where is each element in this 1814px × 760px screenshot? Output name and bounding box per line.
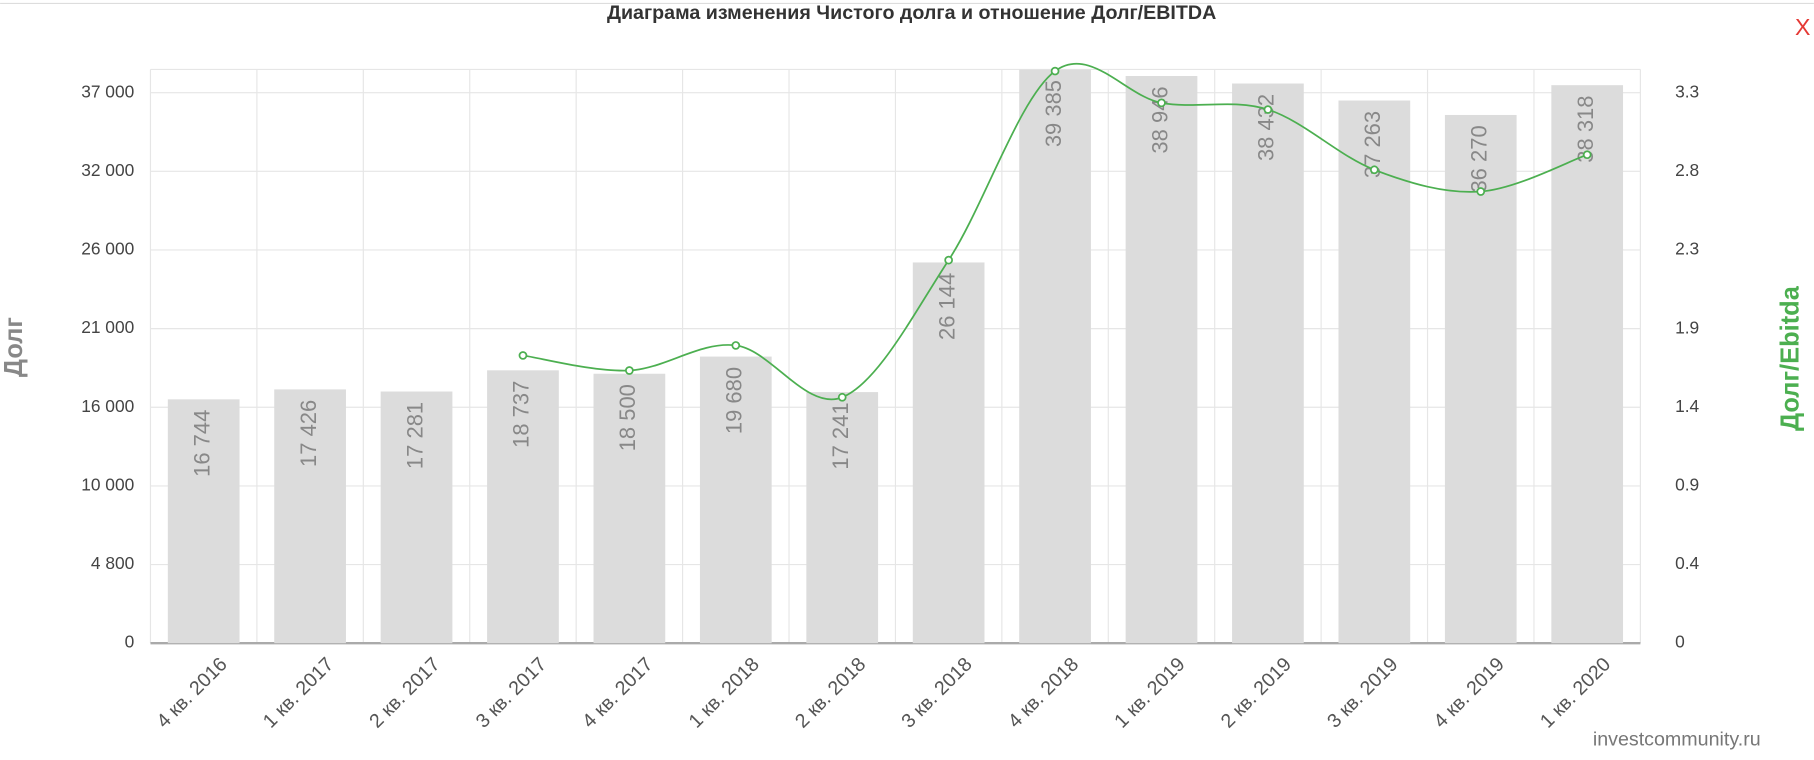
bar: [912, 262, 985, 644]
y2-tick-label: 3.3: [1675, 81, 1699, 101]
close-button[interactable]: X: [1795, 14, 1810, 40]
bar: [1551, 85, 1624, 644]
bar-value-label: 17 426: [296, 400, 321, 467]
bar: [1232, 83, 1304, 644]
ratio-point: [731, 341, 741, 350]
x-tick-label: 1 кв. 2019: [1110, 653, 1189, 732]
bar: [1125, 76, 1198, 644]
y-tick-label: 26 000: [81, 239, 134, 259]
bar: [806, 392, 879, 644]
y-tick-label: 10 000: [81, 474, 134, 494]
x-tick-label: 3 кв. 2017: [472, 653, 551, 732]
y2-tick-label: 0.4: [1675, 553, 1699, 573]
y2-tick-label: 0: [1675, 632, 1685, 652]
bar-value-label: 26 144: [934, 273, 959, 340]
x-tick-label: 2 кв. 2017: [365, 653, 444, 732]
chart-title: Диаграма изменения Чистого долга и отнош…: [607, 2, 1216, 24]
x-tick-label: 1 кв. 2017: [259, 653, 338, 732]
ratio-point: [1263, 105, 1273, 114]
bar-value-label: 19 680: [722, 367, 747, 434]
x-tick-label: 3 кв. 2018: [897, 653, 976, 732]
bar: [699, 356, 772, 644]
bar-value-label: 17 241: [828, 402, 853, 469]
x-tick-label: 1 кв. 2020: [1536, 653, 1615, 732]
ratio-point: [1369, 165, 1379, 175]
y-tick-label: 37 000: [81, 81, 134, 101]
ratio-point: [1582, 150, 1592, 160]
x-tick-label: 4 кв. 2018: [1004, 653, 1083, 732]
bar-value-label: 36 270: [1467, 125, 1492, 192]
x-tick-label: 1 кв. 2018: [685, 653, 764, 732]
bar-value-label: 16 744: [189, 410, 214, 477]
y2-axis-title: Долг/Ebitda: [1777, 285, 1805, 431]
ratio-point: [625, 366, 634, 375]
bar: [1338, 100, 1411, 644]
bar-value-label: 38 432: [1254, 94, 1279, 161]
bar: [274, 389, 346, 644]
y2-tick-label: 2.8: [1675, 160, 1699, 180]
x-tick-label: 2 кв. 2019: [1217, 653, 1296, 732]
ratio-point: [1476, 187, 1486, 196]
y-axis-title: Долг: [0, 317, 28, 377]
x-tick-label: 4 кв. 2019: [1430, 653, 1509, 732]
bar: [380, 391, 453, 644]
ratio-line: [522, 63, 1588, 401]
x-tick-label: 4 кв. 2016: [152, 653, 231, 732]
x-tick-label: 2 кв. 2018: [791, 653, 870, 732]
bar-value-label: 39 385: [1041, 80, 1066, 147]
bar: [1019, 69, 1091, 644]
bar: [487, 370, 559, 644]
y2-tick-label: 2.3: [1675, 239, 1699, 259]
bar: [593, 373, 666, 644]
y2-tick-label: 1.9: [1675, 317, 1699, 337]
ratio-point: [1157, 98, 1166, 108]
bar-value-label: 38 946: [1147, 86, 1172, 153]
ratio-point: [1050, 66, 1060, 76]
y2-tick-label: 1.4: [1675, 396, 1699, 416]
y2-tick-label: 0.9: [1675, 475, 1699, 495]
bar-value-label: 18 500: [615, 384, 640, 451]
bar-value-label: 17 281: [402, 402, 427, 469]
ratio-point: [944, 255, 953, 265]
x-tick-label: 3 кв. 2019: [1323, 653, 1402, 732]
y-tick-label: 16 000: [81, 396, 134, 416]
x-tick-label: 4 кв. 2017: [578, 653, 657, 732]
watermark: investcommunity.ru: [1593, 729, 1761, 751]
ratio-point: [518, 351, 528, 360]
y-tick-label: 21 000: [81, 317, 134, 337]
bar-value-label: 18 737: [509, 381, 534, 448]
bar: [1444, 114, 1517, 644]
bar: [167, 399, 240, 644]
y-tick-label: 32 000: [81, 160, 134, 180]
y-tick-label: 0: [125, 632, 135, 652]
ratio-point: [837, 392, 847, 402]
y-tick-label: 4 800: [91, 553, 134, 573]
